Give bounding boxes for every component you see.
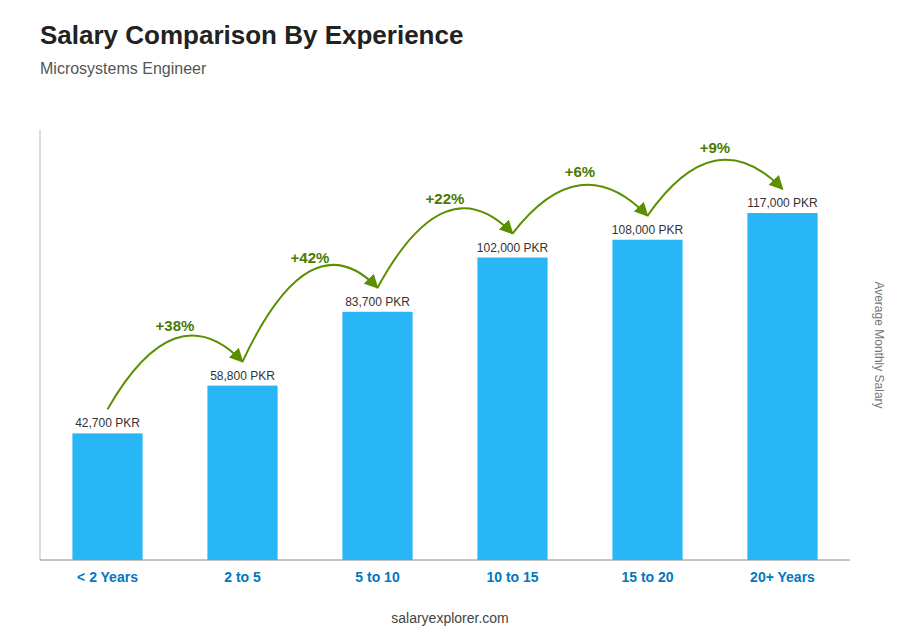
y-axis-line [40,130,41,560]
change-label: +22% [426,190,465,207]
x-tick-label: < 2 Years [77,569,138,585]
bars [72,213,817,560]
change-label: +42% [291,249,330,266]
x-tick-label: 20+ Years [750,569,815,585]
x-tick-label: 15 to 20 [621,569,673,585]
change-arrow [108,336,243,410]
change-arrow [648,160,783,216]
credit: salaryexplorer.com [391,610,509,626]
y-axis-label: Average Monthly Salary [872,281,886,408]
bar [477,258,547,560]
data-label: 58,800 PKR [210,369,275,383]
data-label: 83,700 PKR [345,295,410,309]
x-tick-label: 5 to 10 [355,569,400,585]
change-arrow [513,185,648,234]
x-tick-label: 10 to 15 [486,569,538,585]
change-label: +9% [700,139,730,156]
change-arrow [243,265,378,362]
change-label: +38% [156,317,195,334]
bar [747,213,817,560]
bar [72,433,142,560]
bar [342,312,412,560]
data-label: 117,000 PKR [747,196,818,210]
data-label: 102,000 PKR [477,241,549,255]
change-arrow [378,208,513,287]
data-label: 42,700 PKR [75,416,140,430]
change-label: +6% [565,163,595,180]
title: Salary Comparison By Experience [40,20,463,50]
x-tick-label: 2 to 5 [224,569,261,585]
x-axis-line [40,560,850,561]
data-label: 108,000 PKR [612,223,684,237]
subtitle: Microsystems Engineer [40,60,207,77]
chart: Salary Comparison By Experience Microsyst… [0,0,900,641]
bar [612,240,682,560]
bar [207,386,277,560]
